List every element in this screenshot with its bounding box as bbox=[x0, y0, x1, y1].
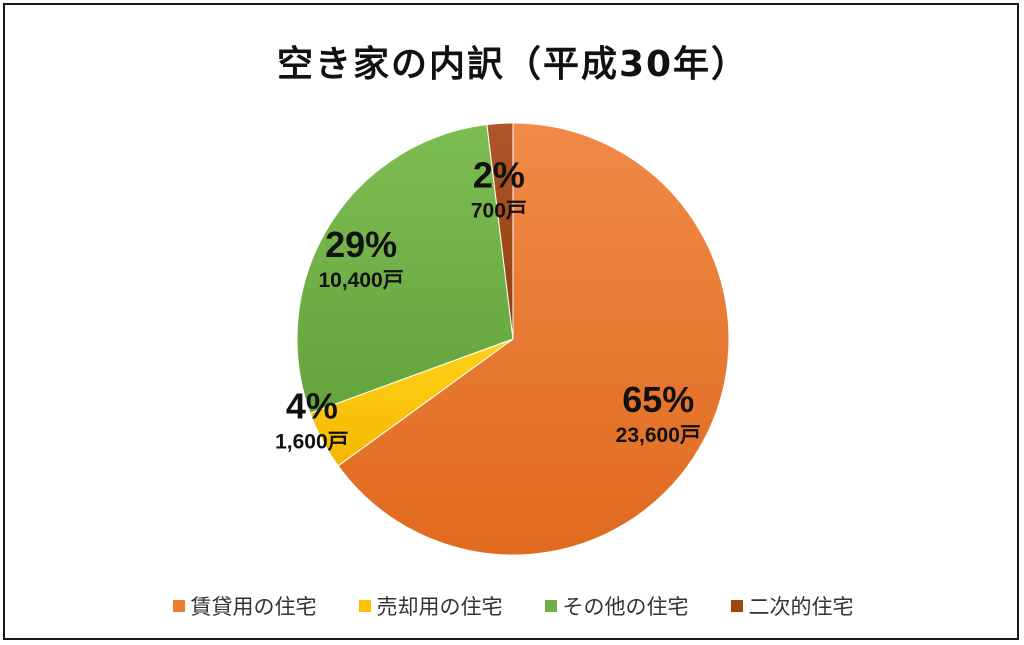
legend-item-1: 売却用の住宅 bbox=[358, 591, 503, 621]
slice-percent-label-2: 29% bbox=[325, 224, 397, 265]
pie-slice-0 bbox=[337, 122, 730, 556]
legend-label-2: その他の住宅 bbox=[562, 595, 689, 619]
slice-count-label-0: 23,600戸 bbox=[616, 424, 701, 447]
legend-swatch-3 bbox=[730, 600, 743, 612]
chart-legend: 賃貸用の住宅 売却用の住宅 その他の住宅 二次的住宅 bbox=[5, 591, 1021, 621]
pie-labels: 65% 23,600戸 4% 1,600戸 29% 10,400戸 2% 700戸 bbox=[275, 154, 701, 453]
legend-label-3: 二次的住宅 bbox=[748, 595, 854, 619]
chart-frame: 空き家の内訳（平成30年） 65% 23,600戸 4% 1,600戸 29% 10,40… bbox=[3, 3, 1019, 640]
slice-percent-label-0: 65% bbox=[622, 379, 694, 420]
legend-swatch-2 bbox=[544, 600, 557, 612]
legend-item-0: 賃貸用の住宅 bbox=[172, 591, 317, 621]
slice-percent-label-3: 2% bbox=[473, 154, 525, 195]
legend-swatch-1 bbox=[358, 600, 371, 612]
chart-title: 空き家の内訳（平成30年） bbox=[276, 44, 750, 85]
slice-count-label-2: 10,400戸 bbox=[318, 269, 403, 292]
legend-label-0: 賃貸用の住宅 bbox=[190, 595, 317, 619]
slice-percent-label-1: 4% bbox=[286, 385, 338, 426]
pie-slices bbox=[296, 122, 730, 556]
slice-count-label-1: 1,600戸 bbox=[275, 430, 349, 453]
pie-slice-2 bbox=[296, 124, 514, 414]
legend-item-2: その他の住宅 bbox=[544, 591, 689, 621]
slice-count-label-3: 700戸 bbox=[471, 199, 527, 222]
legend-swatch-0 bbox=[172, 600, 185, 612]
legend-label-1: 売却用の住宅 bbox=[376, 595, 503, 619]
pie-slice-3 bbox=[486, 122, 514, 340]
pie-chart: 65% 23,600戸 4% 1,600戸 29% 10,400戸 2% 700戸 bbox=[275, 122, 730, 556]
legend-item-3: 二次的住宅 bbox=[730, 591, 854, 621]
